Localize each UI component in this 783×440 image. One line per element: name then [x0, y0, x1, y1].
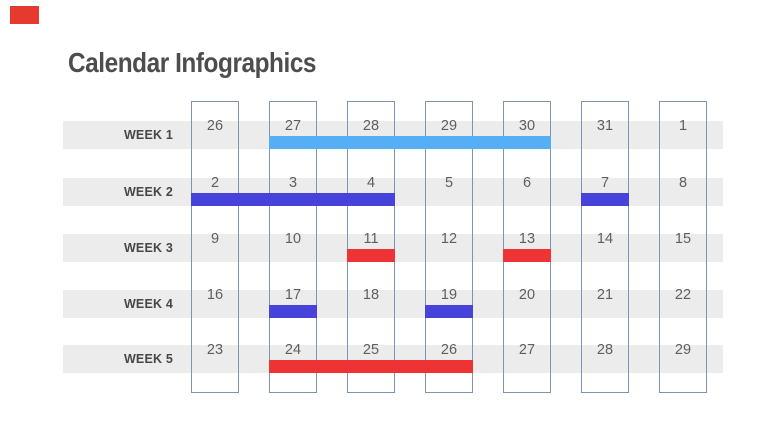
day-number: 18 — [362, 287, 380, 303]
day-number: 8 — [678, 175, 688, 191]
week-label: WEEK 5 — [123, 352, 174, 366]
gantt-bar — [269, 360, 473, 373]
slide-title: Calendar Infographics — [68, 47, 317, 78]
day-number: 7 — [600, 175, 610, 191]
day-number: 29 — [674, 342, 692, 358]
day-number: 2 — [210, 175, 220, 191]
day-column — [347, 101, 395, 393]
day-number: 4 — [366, 175, 376, 191]
day-number: 26 — [206, 118, 224, 134]
gantt-bar — [503, 249, 551, 262]
day-number: 24 — [284, 342, 302, 358]
week-row-stripe — [63, 290, 723, 318]
day-number: 29 — [440, 118, 458, 134]
gantt-bar — [347, 249, 395, 262]
day-number: 1 — [678, 118, 688, 134]
day-number: 5 — [444, 175, 454, 191]
day-number: 30 — [518, 118, 536, 134]
day-number: 17 — [284, 287, 302, 303]
day-number: 21 — [596, 287, 614, 303]
day-number: 11 — [363, 231, 379, 247]
day-number: 28 — [362, 118, 380, 134]
accent-rect — [10, 6, 39, 24]
day-number: 6 — [522, 175, 532, 191]
day-number: 28 — [596, 342, 614, 358]
day-number: 13 — [518, 231, 536, 247]
day-number: 19 — [440, 287, 458, 303]
day-number: 22 — [674, 287, 692, 303]
day-number: 26 — [440, 342, 458, 358]
gantt-bar — [581, 193, 629, 206]
week-label: WEEK 2 — [123, 185, 174, 199]
day-column — [659, 101, 707, 393]
week-label: WEEK 4 — [123, 297, 174, 311]
day-number: 14 — [596, 231, 614, 247]
gantt-bar — [269, 305, 317, 318]
gantt-bar — [191, 193, 395, 206]
day-number: 31 — [596, 118, 614, 134]
gantt-bar — [269, 136, 551, 149]
day-number: 16 — [206, 287, 224, 303]
day-number: 27 — [284, 118, 302, 134]
day-number: 9 — [210, 231, 220, 247]
day-number: 25 — [362, 342, 380, 358]
day-number: 12 — [440, 231, 458, 247]
day-column — [269, 101, 317, 393]
day-number: 15 — [674, 231, 692, 247]
gantt-bar — [425, 305, 473, 318]
day-number: 20 — [518, 287, 536, 303]
day-column — [191, 101, 239, 393]
day-column — [581, 101, 629, 393]
day-column — [503, 101, 551, 393]
day-column — [425, 101, 473, 393]
day-number: 10 — [284, 231, 302, 247]
week-label: WEEK 3 — [123, 241, 174, 255]
day-number: 27 — [518, 342, 536, 358]
day-number: 23 — [206, 342, 224, 358]
week-label: WEEK 1 — [123, 128, 174, 142]
day-number: 3 — [288, 175, 298, 191]
